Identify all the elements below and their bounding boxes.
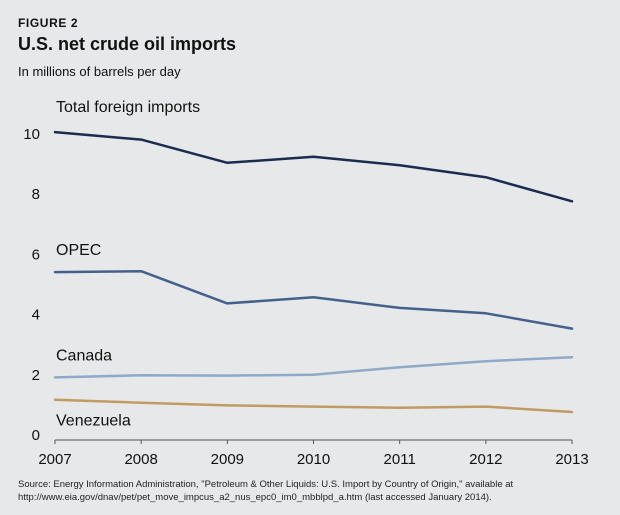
x-tick-label: 2010 bbox=[297, 451, 330, 468]
series-line-venezuela bbox=[53, 398, 574, 414]
chart-subtitle: In millions of barrels per day bbox=[18, 64, 181, 79]
y-tick-label: 0 bbox=[32, 427, 40, 444]
source-note: Source: Energy Information Administratio… bbox=[18, 479, 514, 503]
series-label-total-foreign-imports: Total foreign imports bbox=[56, 99, 200, 116]
x-tick-label: 2013 bbox=[555, 451, 588, 468]
x-tick-label: 2012 bbox=[469, 451, 502, 468]
y-tick-label: 10 bbox=[23, 126, 40, 143]
y-tick-label: 2 bbox=[32, 367, 40, 384]
series-labels: Total foreign imports OPEC Canada Venezuela bbox=[56, 99, 200, 430]
x-tick-label: 2007 bbox=[38, 451, 71, 468]
x-tick-label: 2008 bbox=[124, 451, 157, 468]
y-tick-label: 4 bbox=[32, 307, 40, 324]
series-label-venezuela: Venezuela bbox=[56, 413, 131, 430]
x-tick-label: 2009 bbox=[211, 451, 244, 468]
series-line-opec bbox=[53, 269, 574, 330]
series-lines bbox=[53, 130, 574, 414]
y-axis-ticks: 0 2 4 6 8 10 bbox=[23, 126, 40, 444]
series-line-canada bbox=[53, 355, 574, 379]
y-tick-label: 6 bbox=[32, 246, 40, 263]
series-label-canada: Canada bbox=[56, 347, 112, 364]
figure-label: FIGURE 2 bbox=[18, 16, 79, 30]
x-tick-label: 2011 bbox=[384, 451, 416, 468]
y-tick-label: 8 bbox=[32, 186, 40, 203]
chart-title: U.S. net crude oil imports bbox=[18, 34, 237, 54]
series-label-opec: OPEC bbox=[56, 242, 101, 259]
x-axis: 2007 2008 2009 2010 2011 2012 2013 bbox=[38, 439, 589, 468]
series-line-total-foreign-imports bbox=[53, 130, 574, 203]
